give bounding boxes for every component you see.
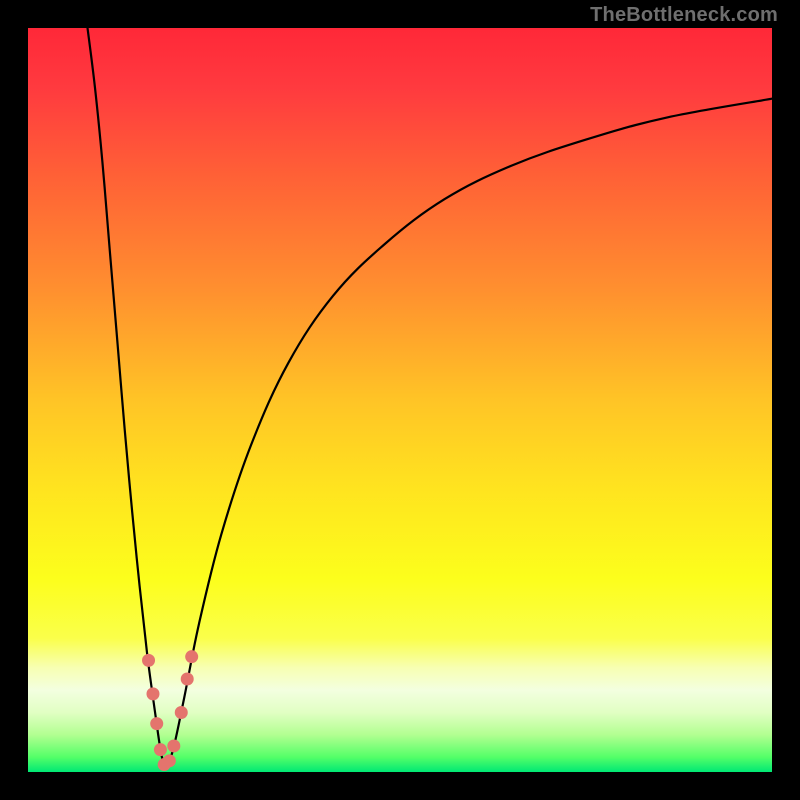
data-marker [154,743,167,756]
plot-area [28,28,772,772]
data-marker [185,650,198,663]
chart-frame: TheBottleneck.com [0,0,800,800]
data-marker [167,739,180,752]
data-marker [175,706,188,719]
data-marker [163,754,176,767]
data-marker [150,717,163,730]
curve-right [166,99,772,769]
data-marker [146,687,159,700]
data-marker [181,673,194,686]
curve-layer [28,28,772,772]
data-marker [142,654,155,667]
watermark-text: TheBottleneck.com [590,4,778,27]
